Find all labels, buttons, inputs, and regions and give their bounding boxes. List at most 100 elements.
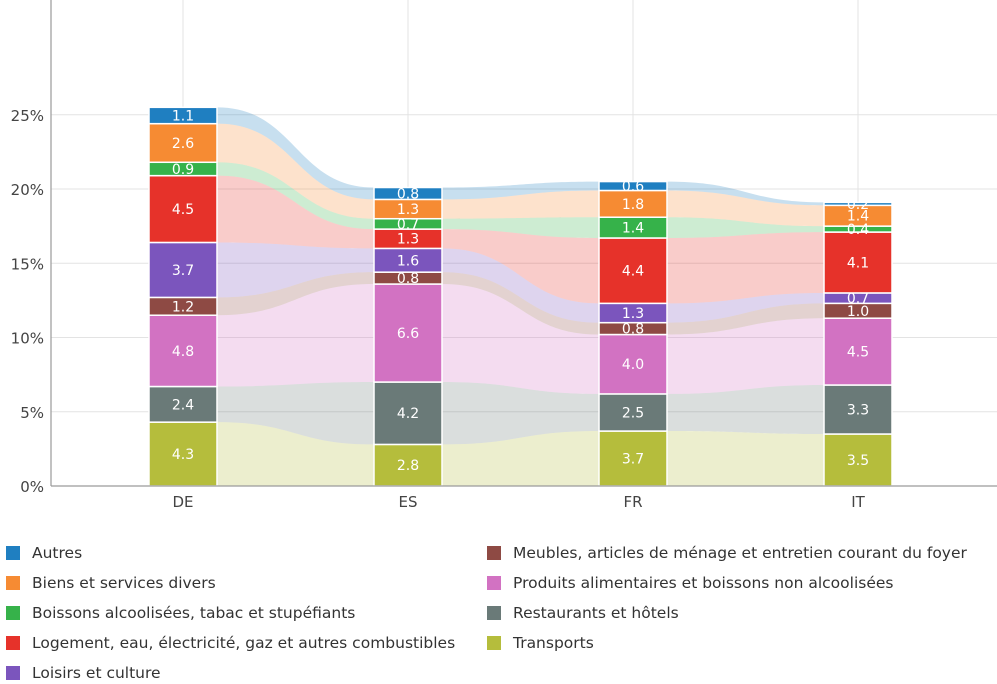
legend-item-produits-alimentaires-et-boissons-non-alcoolisees[interactable]: Produits alimentaires et boissons non al… (487, 572, 893, 594)
data-label: 1.6 (397, 253, 419, 269)
label-layer: 4.3 2.8 3.7 3.5 2.4 4.2 2.5 3.3 4.8 6.6 4.0 4.5 1.2 0… (172, 108, 869, 474)
y-tick-label: 15% (11, 255, 44, 273)
legend-item-restaurants-et-hotels[interactable]: Restaurants et hôtels (487, 602, 679, 624)
bar-loisirs-et-culture-de (148, 241, 218, 299)
data-label: 1.4 (622, 221, 644, 237)
bar-autres-fr (598, 180, 668, 192)
flow-boissons-alcoolisees-tabac-et-stupefiants (217, 162, 374, 230)
flow-restaurants-et-hotels (442, 382, 599, 445)
bar-transports-es (373, 443, 443, 487)
flow-autres (442, 181, 599, 200)
bar-transports-de (148, 421, 218, 487)
data-label: 4.5 (172, 202, 194, 218)
data-label: 4.5 (847, 345, 869, 361)
bar-restaurants-et-hotels-es (373, 381, 443, 446)
bar-restaurants-et-hotels-fr (598, 393, 668, 432)
bar-layer (148, 106, 893, 487)
legend-item-transports[interactable]: Transports (487, 632, 594, 654)
bar-autres-de (148, 106, 218, 125)
legend-item-biens-et-services-divers[interactable]: Biens et services divers (6, 572, 216, 594)
flow-layer (217, 107, 824, 486)
bar-produits-alimentaires-et-boissons-non-alcoolisees-es (373, 283, 443, 383)
bar-biens-et-services-divers-de (148, 122, 218, 164)
flow-produits-alimentaires-et-boissons-non-alcoolisees (217, 284, 374, 387)
data-label: 2.6 (172, 136, 194, 152)
legend-item-logement-eau-electricite-gaz-et-autres-combustibles[interactable]: Logement, eau, électricité, gaz et autre… (6, 632, 455, 654)
data-label: 4.8 (172, 344, 194, 360)
legend-item-boissons-alcoolisees-tabac-et-stupefiants[interactable]: Boissons alcoolisées, tabac et stupéfian… (6, 602, 355, 624)
legend-swatch (6, 606, 20, 620)
legend-swatch (6, 576, 20, 590)
flow-meubles-articles-de-menage-et-entretien-courant-du-foyer (442, 272, 599, 335)
data-label: 0.7 (397, 217, 419, 233)
legend-label: Loisirs et culture (32, 664, 161, 682)
data-label: 6.6 (397, 326, 419, 342)
flow-transports (442, 431, 599, 486)
x-tick-label: ES (399, 493, 418, 511)
flow-biens-et-services-divers (667, 190, 824, 227)
legend-swatch (6, 636, 20, 650)
data-label: 0.4 (847, 222, 869, 238)
data-label: 0.2 (847, 197, 869, 213)
bar-autres-it (823, 201, 893, 207)
data-label: 1.3 (397, 232, 419, 248)
bar-autres-es (373, 186, 443, 201)
data-label: 4.0 (622, 357, 644, 373)
flow-meubles-articles-de-menage-et-entretien-courant-du-foyer (217, 272, 374, 316)
legend-swatch (487, 546, 501, 560)
data-label: 2.8 (397, 458, 419, 474)
legend-label: Biens et services divers (32, 574, 216, 592)
x-tick-label: DE (172, 493, 193, 511)
data-label: 1.4 (847, 209, 869, 225)
flow-transports (217, 422, 374, 486)
data-label: 0.8 (397, 271, 419, 287)
data-label: 1.3 (622, 306, 644, 322)
legend-item-loisirs-et-culture[interactable]: Loisirs et culture (6, 662, 161, 684)
flow-logement-eau-electricite-gaz-et-autres-combustibles (442, 229, 599, 304)
legend-label: Produits alimentaires et boissons non al… (513, 574, 894, 592)
data-label: 1.3 (397, 202, 419, 218)
flow-logement-eau-electricite-gaz-et-autres-combustibles (217, 175, 374, 249)
data-label: 0.7 (847, 291, 869, 307)
flow-boissons-alcoolisees-tabac-et-stupefiants (442, 217, 599, 239)
y-tick-label: 25% (11, 107, 44, 125)
legend-swatch (487, 576, 501, 590)
flow-loisirs-et-culture (442, 248, 599, 323)
bar-biens-et-services-divers-fr (598, 189, 668, 218)
data-label: 1.8 (622, 197, 644, 213)
legend-swatch (487, 636, 501, 650)
y-tick-label: 5% (20, 404, 44, 422)
data-label: 0.9 (172, 162, 194, 178)
data-label: 4.4 (622, 264, 644, 280)
flow-logement-eau-electricite-gaz-et-autres-combustibles (667, 232, 824, 304)
x-tick-label: IT (851, 493, 865, 511)
legend-label: Autres (32, 544, 83, 562)
flow-biens-et-services-divers (217, 123, 374, 219)
legend-item-meubles-articles-de-menage-et-entretien-courant-du-foyer[interactable]: Meubles, articles de ménage et entretien… (487, 542, 967, 564)
bar-logement-eau-electricite-gaz-et-autres-combustibles-it (823, 231, 893, 294)
data-label: 2.4 (172, 397, 194, 413)
legend-label: Meubles, articles de ménage et entretien… (513, 544, 967, 562)
data-label: 3.3 (847, 403, 869, 419)
data-label: 3.5 (847, 453, 869, 469)
bar-produits-alimentaires-et-boissons-non-alcoolisees-fr (598, 333, 668, 395)
y-tick-label: 10% (11, 330, 44, 348)
x-tick-label: FR (623, 493, 642, 511)
bar-logement-eau-electricite-gaz-et-autres-combustibles-de (148, 174, 218, 244)
flow-restaurants-et-hotels (217, 382, 374, 445)
bar-transports-fr (598, 430, 668, 487)
data-label: 0.8 (397, 186, 419, 202)
flow-loisirs-et-culture (217, 242, 374, 298)
legend-swatch (6, 546, 20, 560)
data-label: 3.7 (172, 263, 194, 279)
flow-autres (667, 181, 824, 206)
legend-swatch (487, 606, 501, 620)
legend-swatch (6, 666, 20, 680)
legend-item-autres[interactable]: Autres (6, 542, 82, 564)
axis-layer: 0% 5% 10% 15% 20% 25% DE ES FR IT (11, 0, 997, 511)
bar-restaurants-et-hotels-it (823, 384, 893, 435)
flow-autres (217, 107, 374, 200)
legend-label: Boissons alcoolisées, tabac et stupéfian… (32, 604, 356, 622)
flow-produits-alimentaires-et-boissons-non-alcoolisees (442, 284, 599, 394)
data-label: 1.1 (172, 108, 194, 124)
